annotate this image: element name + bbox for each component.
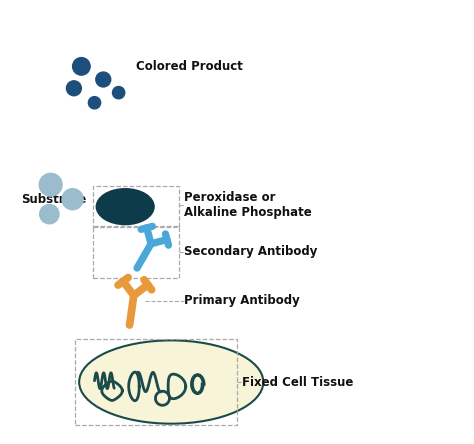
Text: Substrate: Substrate: [21, 193, 87, 206]
Circle shape: [39, 173, 62, 196]
Ellipse shape: [79, 341, 263, 424]
Text: Secondary Antibody: Secondary Antibody: [183, 246, 317, 258]
Text: Fixed Cell Tissue: Fixed Cell Tissue: [242, 376, 354, 388]
Circle shape: [62, 189, 83, 210]
Circle shape: [40, 205, 59, 224]
Circle shape: [96, 72, 111, 87]
Text: Colored Product: Colored Product: [136, 60, 243, 73]
Ellipse shape: [96, 188, 155, 225]
Circle shape: [88, 97, 100, 109]
Text: Peroxidase or
Alkaline Phosphate: Peroxidase or Alkaline Phosphate: [183, 191, 311, 219]
Circle shape: [112, 87, 125, 99]
Text: Primary Antibody: Primary Antibody: [183, 294, 299, 307]
Circle shape: [73, 58, 90, 75]
Circle shape: [66, 81, 82, 96]
